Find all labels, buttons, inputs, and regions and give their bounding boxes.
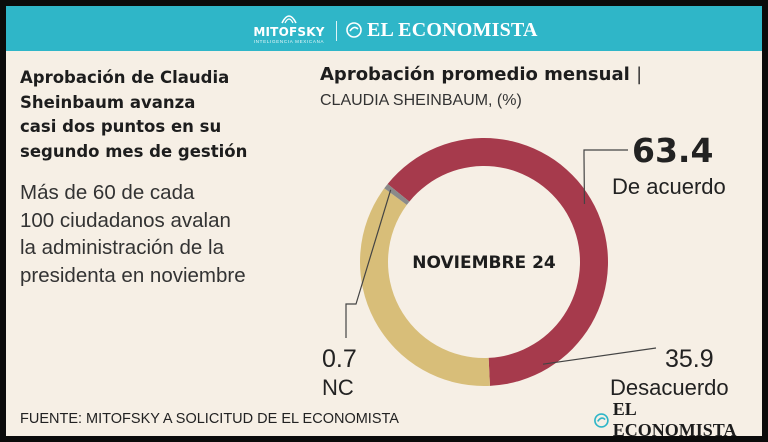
footer-el-economista-logo: EL ECONOMISTA	[594, 399, 762, 440]
chart-title-separator: |	[636, 64, 643, 85]
leader-line-desacuerdo	[542, 347, 657, 365]
infographic-card: MITOFSKY INTELIGENCIA MEXICANA EL ECONOM…	[6, 6, 762, 440]
slice-desacuerdo	[360, 188, 490, 386]
logo-divider	[336, 21, 337, 41]
headline: Aprobación de Claudia Sheinbaum avanza c…	[20, 68, 248, 161]
chart-title-text: Aprobación promedio mensual	[320, 64, 630, 85]
subheadline: Más de 60 de cada 100 ciudadanos avalan …	[20, 181, 246, 287]
value-desacuerdo: 35.9	[665, 345, 714, 373]
leader-line-de-acuerdo	[583, 149, 628, 205]
slice-nc	[384, 183, 410, 205]
mitofsky-name: MITOFSKY	[253, 25, 325, 39]
value-de-acuerdo: 63.4	[632, 131, 714, 170]
mitofsky-emblem-icon	[281, 15, 297, 24]
donut-chart: NOVIEMBRE 24	[345, 137, 657, 386]
footer-swirl-icon	[594, 412, 609, 428]
footer-el-economista-name: EL ECONOMISTA	[612, 399, 737, 440]
slice-de-acuerdo	[387, 137, 608, 386]
chart-title: Aprobación promedio mensual |	[320, 64, 642, 85]
source-note: FUENTE: MITOFSKY A SOLICITUD DE EL ECONO…	[20, 411, 399, 427]
header-bar: MITOFSKY INTELIGENCIA MEXICANA EL ECONOM…	[6, 6, 762, 51]
label-nc: NC	[322, 375, 354, 400]
leader-line-nc	[345, 189, 392, 338]
value-nc: 0.7	[322, 345, 357, 373]
label-de-acuerdo: De acuerdo	[612, 174, 726, 199]
chart-subtitle: CLAUDIA SHEINBAUM, (%)	[320, 92, 522, 109]
mitofsky-logo: MITOFSKY INTELIGENCIA MEXICANA	[250, 15, 328, 45]
donut-center-label: NOVIEMBRE 24	[412, 253, 556, 273]
el-economista-logo: EL ECONOMISTA	[346, 18, 538, 42]
label-desacuerdo: Desacuerdo	[610, 375, 729, 400]
el-economista-name: EL ECONOMISTA	[367, 18, 538, 41]
mitofsky-tagline: INTELIGENCIA MEXICANA	[253, 39, 325, 44]
el-economista-swirl-icon	[346, 22, 362, 38]
